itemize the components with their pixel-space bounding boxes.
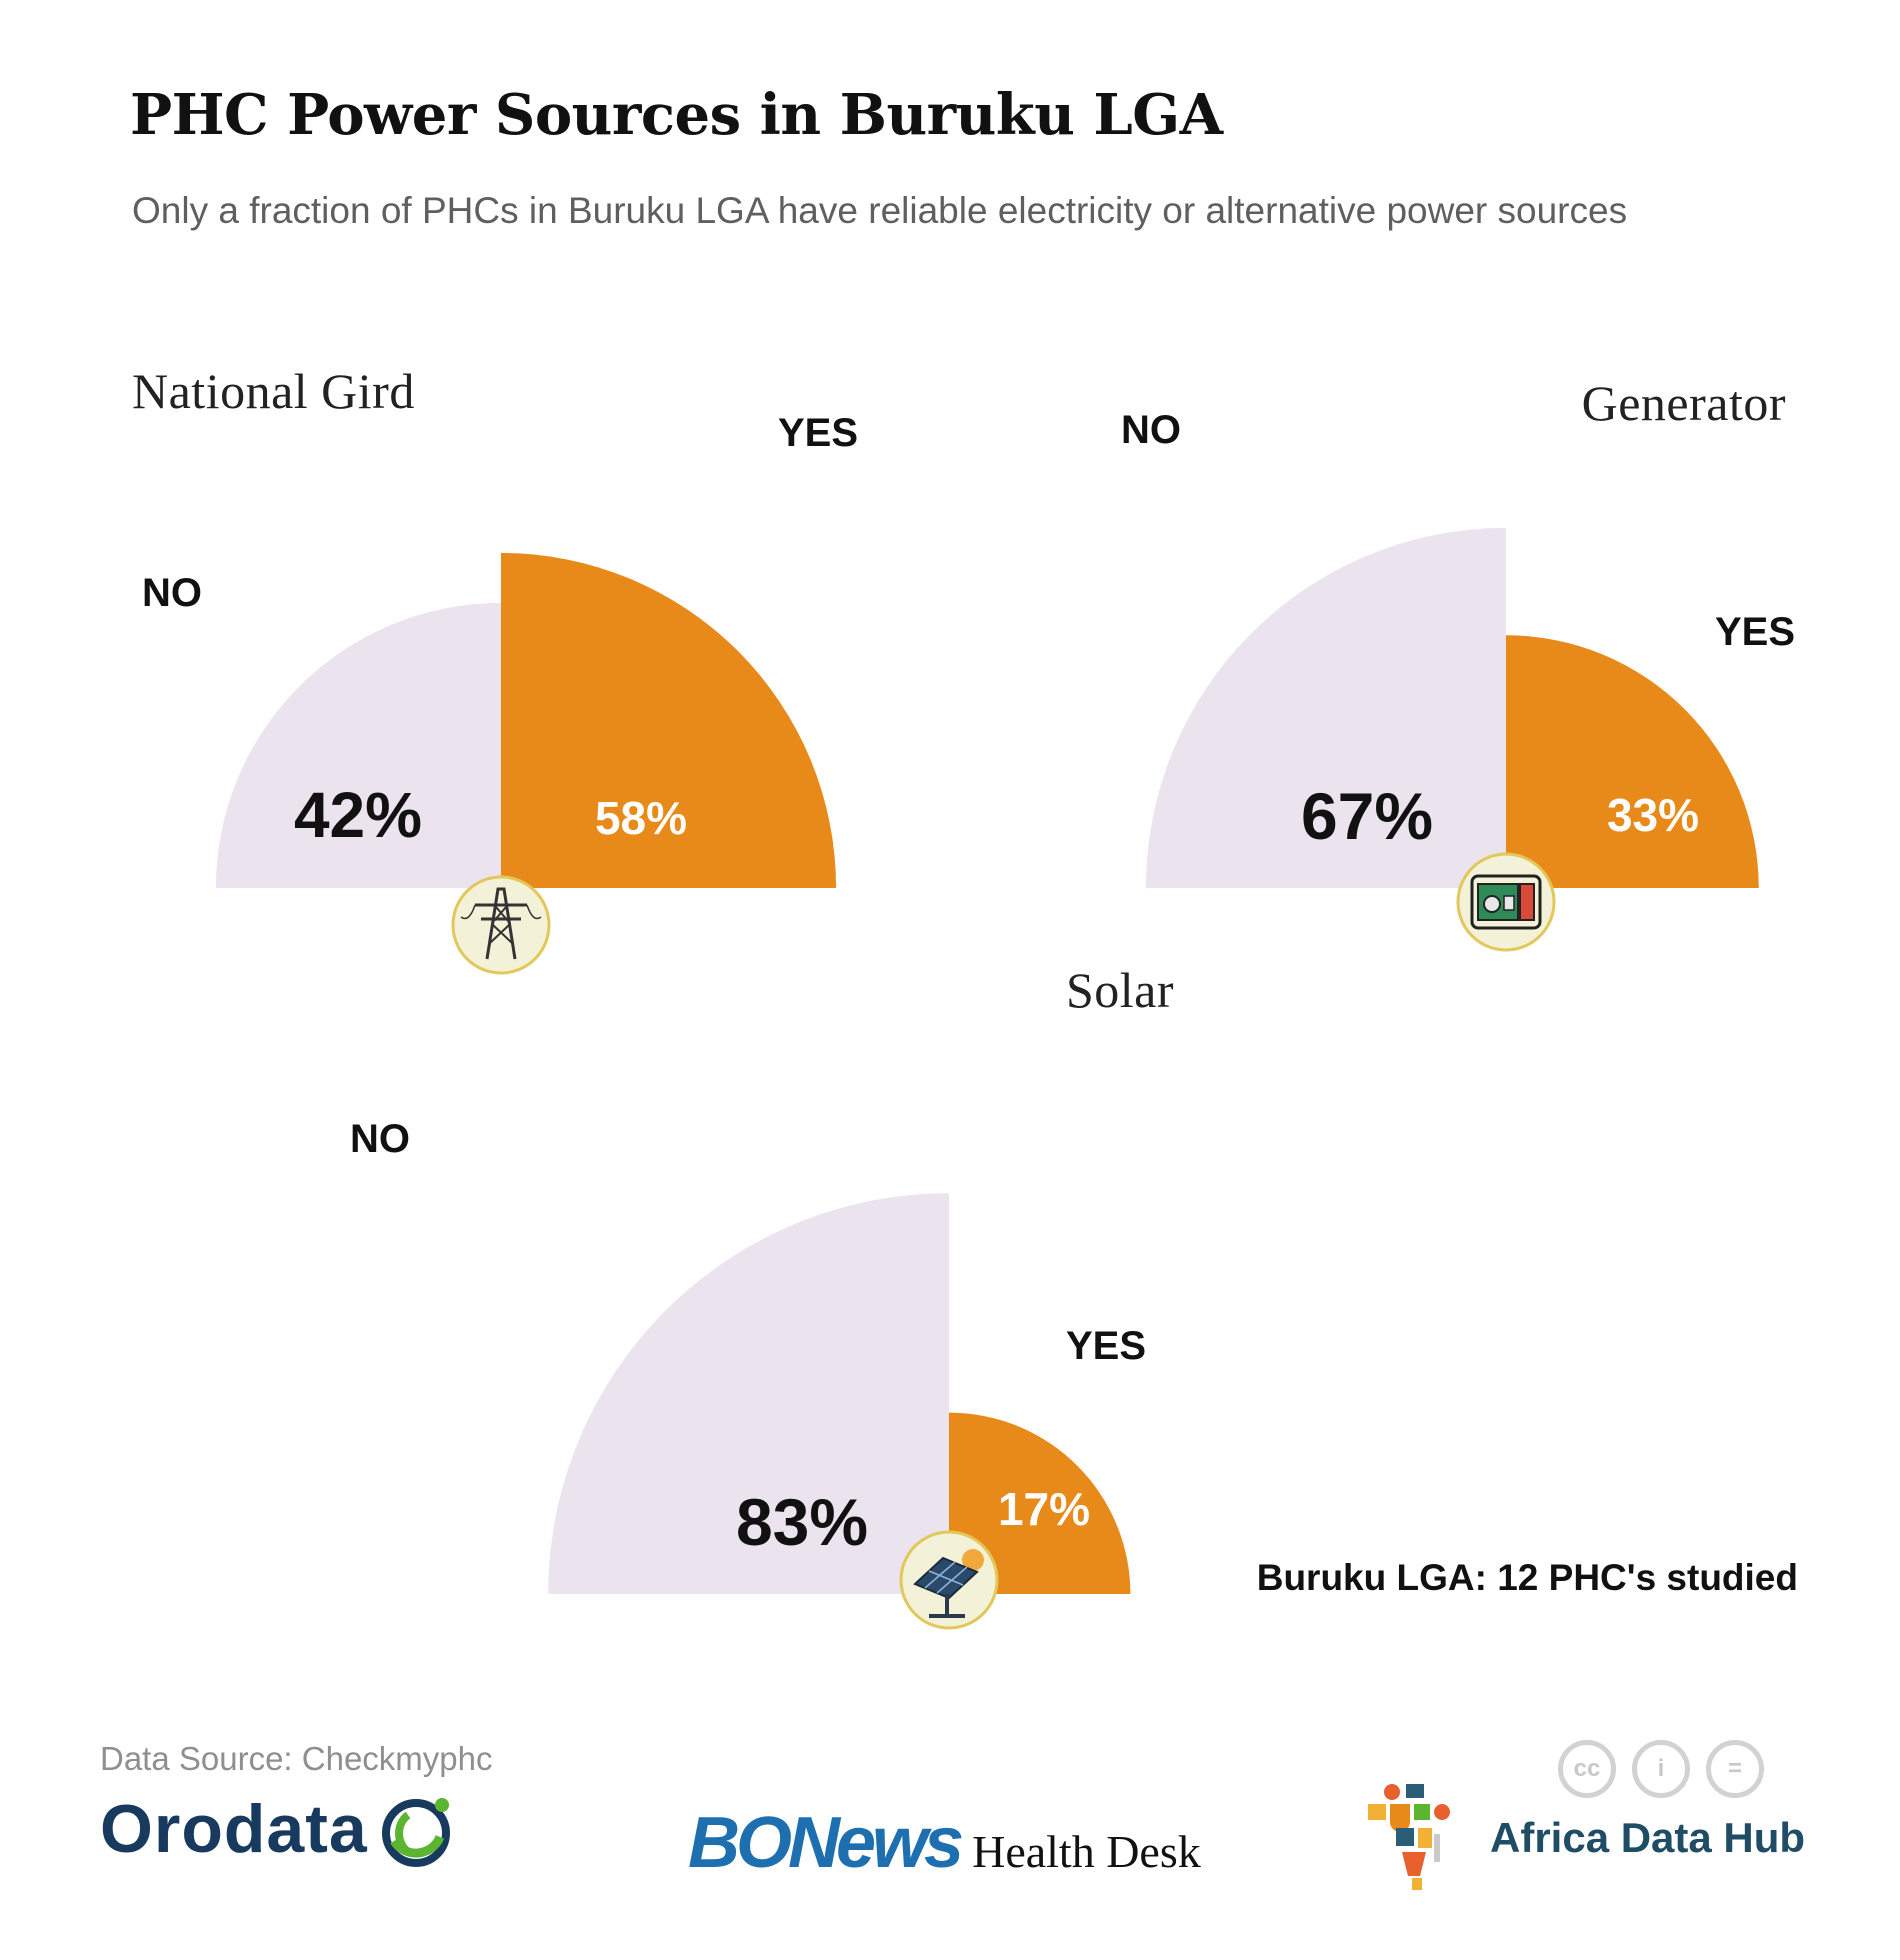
orodata-logo: Orodata: [100, 1790, 466, 1868]
africa-map-icon: [1368, 1784, 1450, 1890]
value-label-yes: 33%: [1607, 789, 1699, 841]
value-label-no: 42%: [294, 779, 422, 851]
chart-generator: Generator NO YES 67% 33%: [1121, 375, 1795, 952]
sample-note: Buruku LGA: 12 PHC's studied: [1256, 1557, 1798, 1598]
category-label-yes: YES: [1715, 610, 1795, 654]
chart-title-solar: Solar: [1066, 962, 1174, 1018]
category-label-yes: YES: [778, 411, 858, 455]
chart-subtitle: Only a fraction of PHCs in Buruku LGA ha…: [132, 190, 1628, 231]
attribution-icon: i: [1632, 1740, 1690, 1798]
slice-yes: [1506, 635, 1759, 888]
category-label-no: NO: [350, 1117, 410, 1161]
health-desk-text: Health Desk: [972, 1826, 1201, 1877]
slice-no: [1145, 527, 1506, 888]
license-icons: cc i =: [1558, 1740, 1764, 1798]
chart-national-gird: National Gird NO YES 42% 58%: [132, 363, 858, 975]
category-label-yes: YES: [1066, 1324, 1146, 1368]
value-label-yes: 17%: [998, 1483, 1090, 1535]
value-label-no: 67%: [1301, 779, 1433, 853]
slice-no: [548, 1193, 949, 1594]
value-label-yes: 58%: [595, 792, 687, 844]
orodata-logo-text: Orodata: [100, 1791, 368, 1867]
solar-panel-icon: [899, 1530, 999, 1630]
slice-yes: [501, 552, 837, 888]
orodata-ring-icon: [381, 1798, 450, 1867]
transmission-tower-icon: [451, 875, 551, 975]
data-source: Data Source: Checkmyphc: [100, 1740, 493, 1777]
bonews-logo-text: BONews: [688, 1803, 964, 1883]
chart-title-national-gird: National Gird: [132, 363, 415, 419]
africa-data-hub-text: Africa Data Hub: [1490, 1814, 1806, 1861]
slice-yes: [949, 1412, 1131, 1594]
africa-data-hub-logo: Africa Data Hub: [1362, 1782, 1805, 1894]
generator-icon: [1456, 852, 1556, 952]
chart-title: PHC Power Sources in Buruku LGA: [130, 82, 1223, 148]
cc-icon: cc: [1558, 1740, 1616, 1798]
bonews-logo: BONews Health Desk: [688, 1802, 1201, 1884]
value-label-no: 83%: [736, 1485, 868, 1559]
category-label-no: NO: [1121, 408, 1181, 452]
category-label-no: NO: [142, 571, 202, 615]
chart-title-generator: Generator: [1582, 375, 1786, 431]
slice-no: [215, 602, 501, 888]
chart-solar: Solar NO YES 83% 17%: [350, 962, 1174, 1630]
no-derivatives-icon: =: [1706, 1740, 1764, 1798]
